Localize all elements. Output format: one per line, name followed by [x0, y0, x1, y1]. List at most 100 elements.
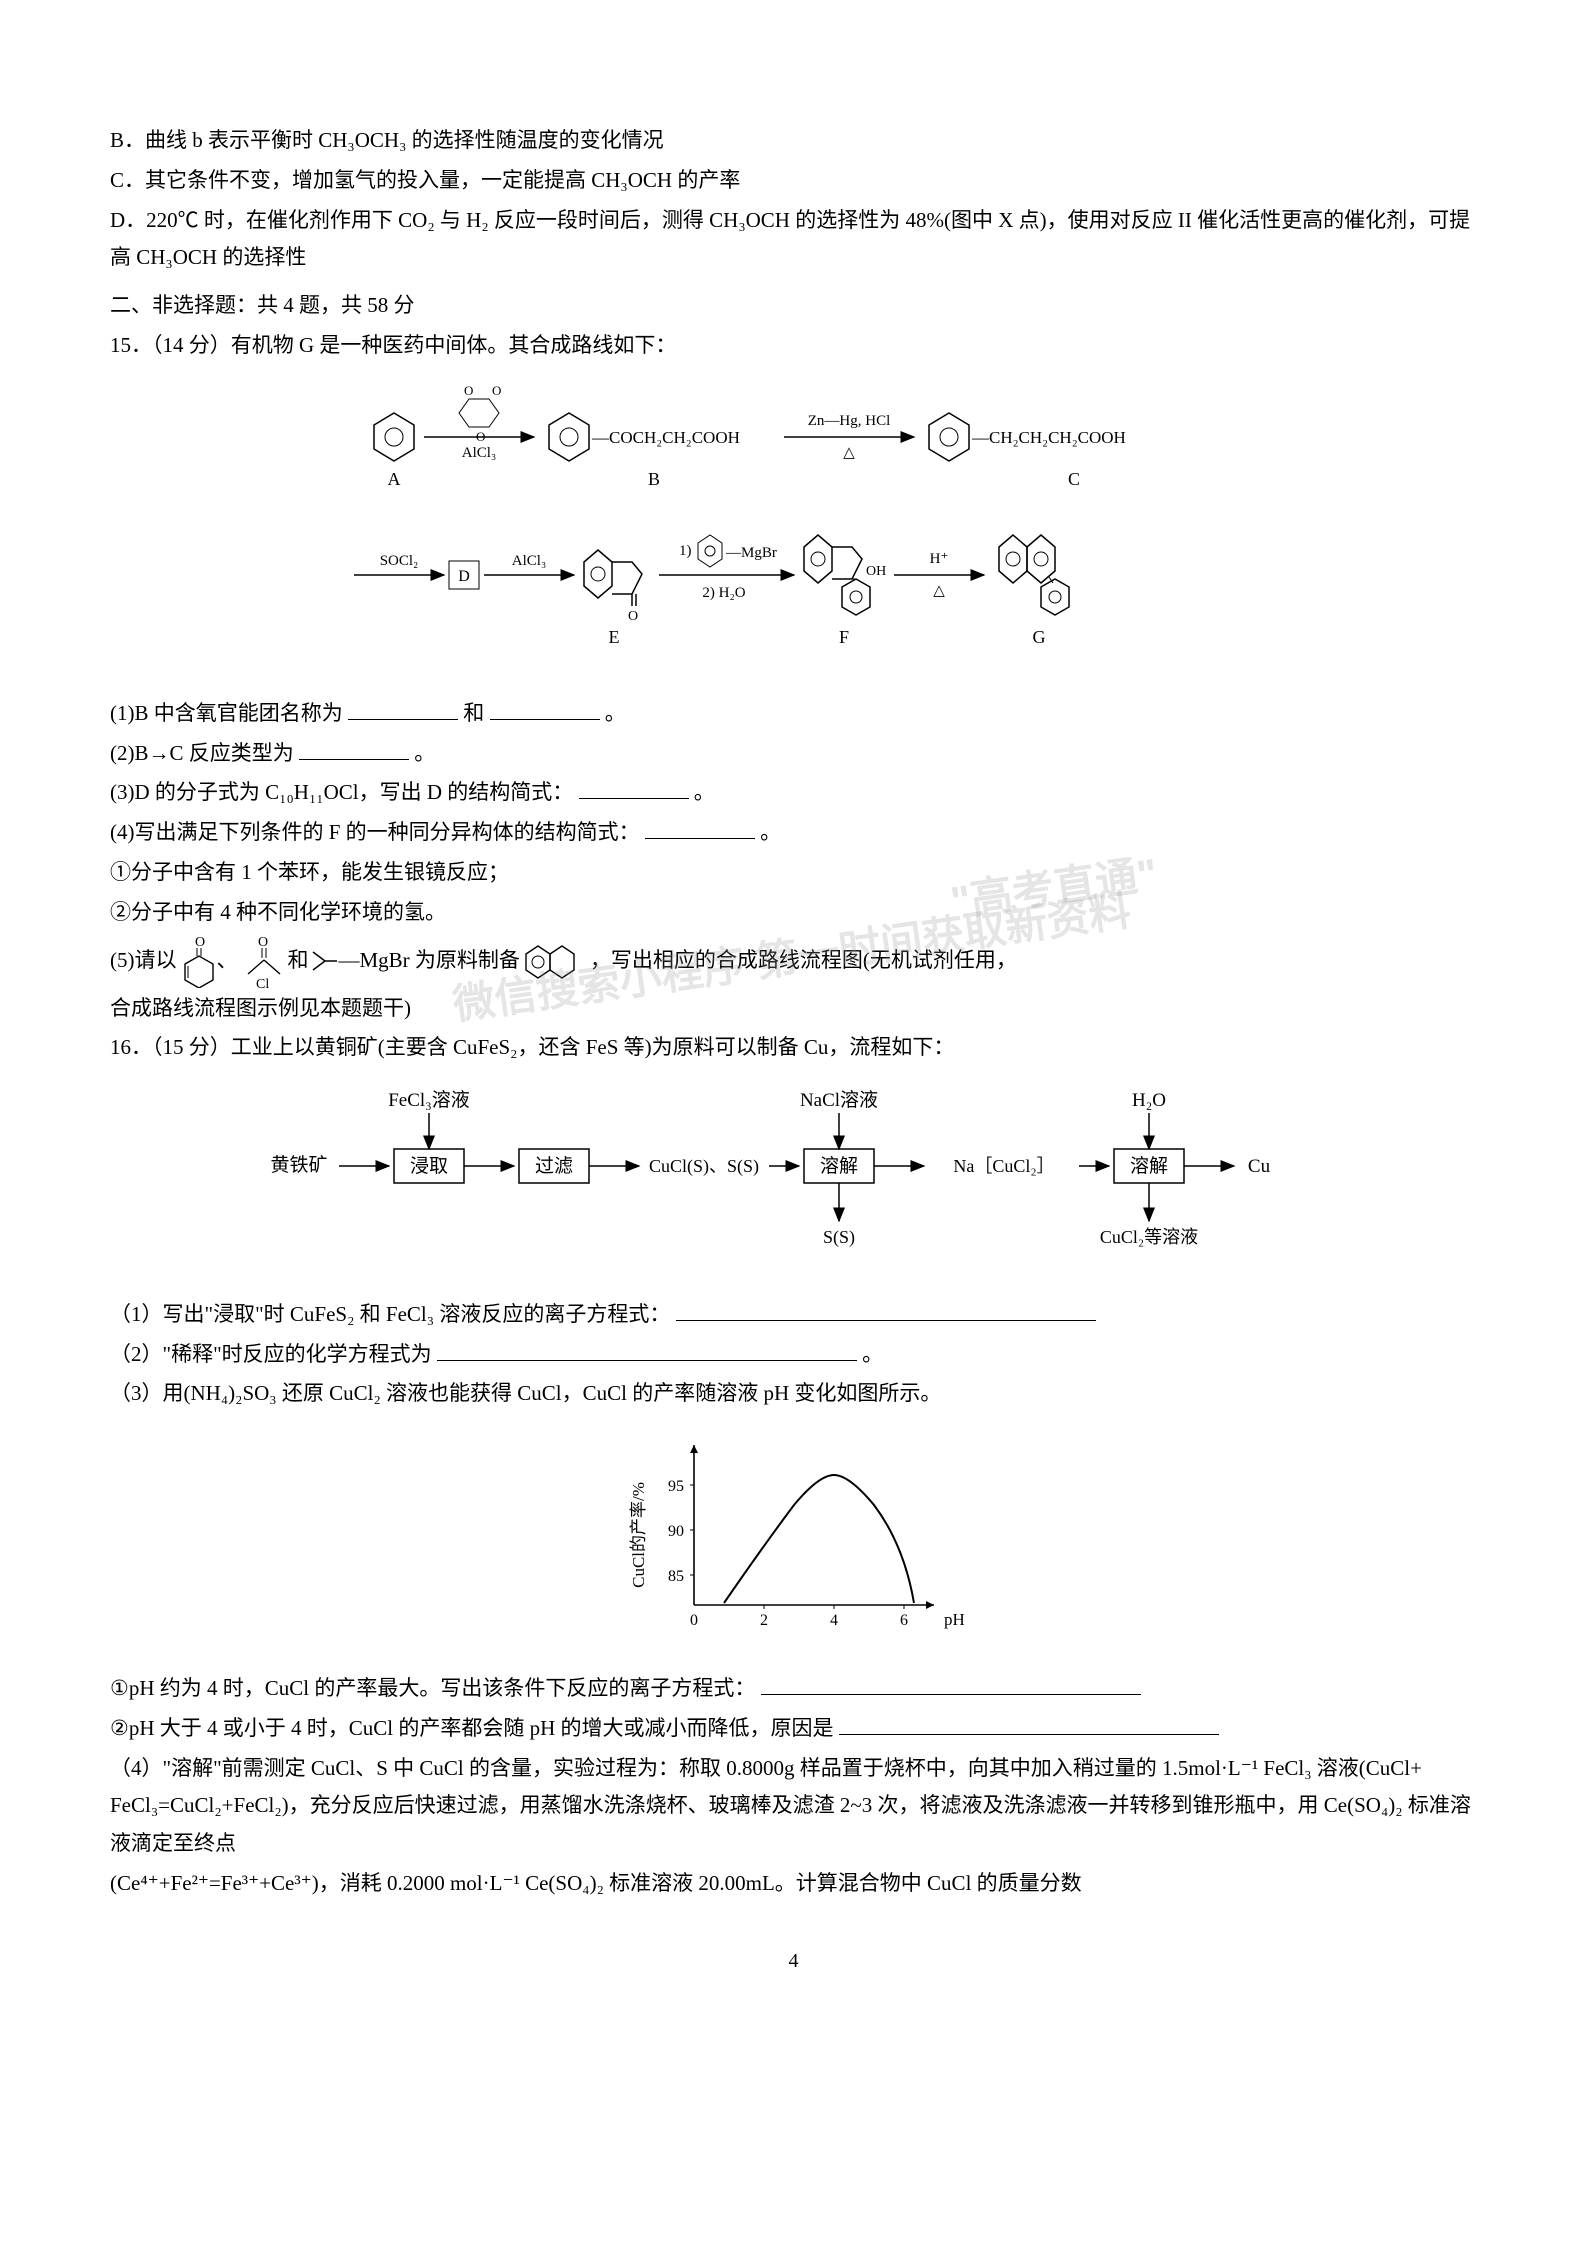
q15-p1-end: 。	[605, 701, 626, 725]
blank	[676, 1299, 1096, 1321]
svg-text:1): 1)	[679, 543, 692, 559]
svg-text:△: △	[933, 583, 945, 599]
svg-text:O: O	[492, 383, 501, 398]
section-2-title: 二、非选择题：共 4 题，共 58 分	[110, 287, 1477, 325]
svg-text:溶解: 溶解	[1129, 1155, 1167, 1177]
blank	[490, 698, 600, 720]
cyclohexenone-icon: O	[177, 934, 217, 988]
blank	[579, 777, 689, 799]
svg-text:2: 2	[760, 1612, 768, 1629]
svg-text:O: O	[628, 609, 638, 624]
svg-text:6: 6	[900, 1612, 908, 1629]
svg-text:AlCl₃: AlCl₃	[511, 553, 545, 569]
svg-text:H₂O: H₂O	[1131, 1090, 1165, 1111]
svg-text:O: O	[195, 935, 205, 950]
q15-p5-pre: (5)请以	[110, 942, 177, 980]
bond-icon	[309, 946, 339, 976]
svg-text:SOCl₂: SOCl₂	[379, 553, 418, 569]
svg-text:H⁺: H⁺	[929, 551, 948, 567]
q15-p2-end: 。	[414, 741, 435, 765]
q15-p4-2: ②分子中有 4 种不同化学环境的氢。	[110, 894, 1477, 932]
q15-p4-1: ①分子中含有 1 个苯环，能发生银镜反应；	[110, 854, 1477, 892]
svg-text:2) H₂O: 2) H₂O	[702, 585, 745, 601]
q15-p4: (4)写出满足下列条件的 F 的一种同分异构体的结构简式： 。	[110, 814, 1477, 852]
svg-text:A: A	[387, 469, 400, 489]
svg-text:C: C	[1067, 469, 1079, 489]
option-b: B．曲线 b 表示平衡时 CH₃OCH₃ 的选择性随温度的变化情况	[110, 122, 1477, 160]
q15-p5: (5)请以 O 、 O Cl 和 —MgBr 为原料制备 ，写出相应的合成路线流…	[110, 934, 1477, 988]
q16-p2: （2）"稀释"时反应的化学方程式为 。	[110, 1336, 1477, 1374]
svg-text:OH: OH	[866, 564, 886, 579]
q16-p3: （3）用(NH₄)₂SO₃ 还原 CuCl₂ 溶液也能获得 CuCl，CuCl …	[110, 1375, 1477, 1413]
svg-text:F: F	[838, 627, 848, 647]
option-c: C．其它条件不变，增加氢气的投入量，一定能提高 CH₃OCH 的产率	[110, 162, 1477, 200]
q15-p1-text: (1)B 中含氧官能团名称为	[110, 701, 343, 725]
q15-p3-end: 。	[694, 780, 715, 804]
svg-text:NaCl溶液: NaCl溶液	[799, 1089, 877, 1111]
svg-text:pH: pH	[944, 1610, 965, 1629]
blank	[437, 1339, 857, 1361]
svg-text:CuCl的产率/%: CuCl的产率/%	[629, 1482, 648, 1588]
acetylchloride-icon: O Cl	[238, 934, 288, 988]
svg-text:85: 85	[668, 1568, 684, 1585]
q16-p2-end: 。	[862, 1342, 883, 1366]
q15-p4-text: (4)写出满足下列条件的 F 的一种同分异构体的结构简式：	[110, 820, 640, 844]
q15-p5-post: ，写出相应的合成路线流程图(无机试剂任用，	[590, 942, 1017, 980]
svg-text:Cu: Cu	[1247, 1156, 1270, 1177]
svg-text:过滤: 过滤	[534, 1155, 572, 1177]
svg-text:O: O	[476, 429, 485, 444]
svg-text:S(S): S(S)	[822, 1227, 854, 1248]
q15-p5-mgbr: —MgBr 为原料制备	[339, 942, 520, 980]
svg-text:D: D	[458, 568, 470, 585]
q16-p1: （1）写出"浸取"时 CuFeS₂ 和 FeCl₃ 溶液反应的离子方程式：	[110, 1296, 1477, 1334]
q15-stem: 15．（14 分）有机物 G 是一种医药中间体。其合成路线如下：	[110, 327, 1477, 365]
q16-stem: 16．（15 分）工业上以黄铜矿(主要含 CuFeS₂，还含 FeS 等)为原料…	[110, 1029, 1477, 1067]
svg-text:G: G	[1032, 627, 1045, 647]
svg-text:黄铁矿: 黄铁矿	[270, 1154, 327, 1176]
blank	[299, 738, 409, 760]
svg-text:CuCl₂等溶液: CuCl₂等溶液	[1099, 1227, 1197, 1247]
blank	[645, 817, 755, 839]
q15-p1-and: 和	[463, 701, 484, 725]
blank	[348, 698, 458, 720]
q16-p1-text: （1）写出"浸取"时 CuFeS₂ 和 FeCl₃ 溶液反应的离子方程式：	[110, 1302, 670, 1326]
q15-p5-tail: 合成路线流程图示例见本题题干)	[110, 990, 1477, 1028]
q16-p3-2-text: ②pH 大于 4 或小于 4 时，CuCl 的产率都会随 pH 的增大或减小而降…	[110, 1716, 834, 1740]
svg-text:FeCl₃溶液: FeCl₃溶液	[388, 1089, 470, 1111]
q16-p3-1-text: ①pH 约为 4 时，CuCl 的产率最大。写出该条件下反应的离子方程式：	[110, 1676, 755, 1700]
svg-text:浸取: 浸取	[409, 1155, 447, 1177]
svg-text:—MgBr: —MgBr	[725, 545, 777, 561]
q16-p2-text: （2）"稀释"时反应的化学方程式为	[110, 1342, 432, 1366]
q15-p2: (2)B→C 反应类型为 。	[110, 735, 1477, 773]
svg-text:—CH₂CH₂CH₂COOH: —CH₂CH₂CH₂COOH	[971, 428, 1126, 447]
svg-text:90: 90	[668, 1523, 684, 1540]
q16-p4-a: （4）"溶解"前需测定 CuCl、S 中 CuCl 的含量，实验过程为：称取 0…	[110, 1750, 1477, 1863]
blank	[839, 1713, 1219, 1735]
blank	[761, 1673, 1141, 1695]
page-number: 4	[110, 1943, 1477, 1979]
svg-text:—COCH₂CH₂COOH: —COCH₂CH₂COOH	[591, 428, 740, 447]
q15-p3: (3)D 的分子式为 C₁₀H₁₁OCl，写出 D 的结构简式： 。	[110, 774, 1477, 812]
svg-text:△: △	[843, 445, 855, 461]
q16-p3-2: ②pH 大于 4 或小于 4 时，CuCl 的产率都会随 pH 的增大或减小而降…	[110, 1710, 1477, 1748]
q15-p4-end: 。	[760, 820, 781, 844]
q15-p5-mid: 和	[288, 942, 309, 980]
q15-p2-text: (2)B→C 反应类型为	[110, 741, 294, 765]
q16-p3-1: ①pH 约为 4 时，CuCl 的产率最大。写出该条件下反应的离子方程式：	[110, 1670, 1477, 1708]
svg-text:O: O	[464, 383, 473, 398]
svg-text:Zn—Hg, HCl: Zn—Hg, HCl	[807, 413, 890, 429]
svg-text:4: 4	[830, 1612, 838, 1629]
svg-text:0: 0	[690, 1612, 698, 1629]
svg-text:AlCl₃: AlCl₃	[461, 445, 495, 461]
target-structure-icon	[520, 936, 590, 986]
svg-text:95: 95	[668, 1478, 684, 1495]
svg-text:E: E	[608, 627, 619, 647]
q16-flowchart: FeCl₃溶液 NaCl溶液 H₂O 黄铁矿 浸取 过滤 CuCl(S)、S(S…	[110, 1081, 1477, 1282]
svg-text:Cl: Cl	[256, 977, 269, 988]
q15-p3-text: (3)D 的分子式为 C₁₀H₁₁OCl，写出 D 的结构简式：	[110, 780, 573, 804]
svg-text:CuCl(S)、S(S): CuCl(S)、S(S)	[648, 1156, 758, 1177]
svg-text:O: O	[258, 935, 268, 950]
q15-p1: (1)B 中含氧官能团名称为 和 。	[110, 695, 1477, 733]
q15-scheme: A O O O AlCl₃ —COCH₂CH₂COOH B Zn—Hg, HCl…	[110, 375, 1477, 685]
svg-text:B: B	[647, 469, 659, 489]
